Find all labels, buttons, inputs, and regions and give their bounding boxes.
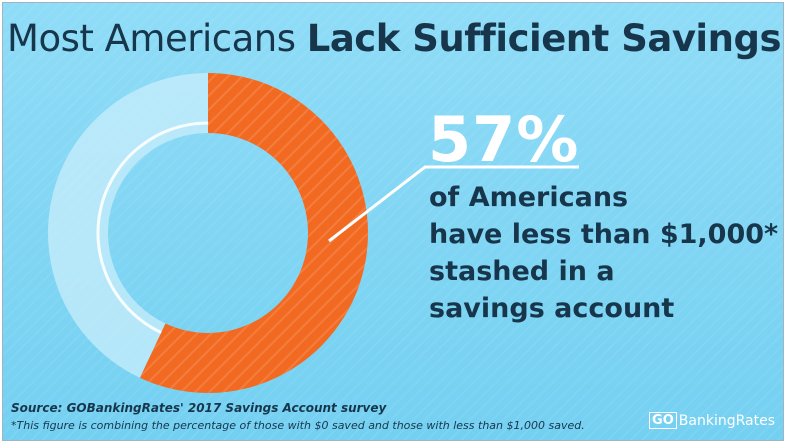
donut-slice-texture xyxy=(139,73,369,393)
footnote: *This figure is combining the percentage… xyxy=(11,419,585,432)
stat-value: 57% xyxy=(428,103,580,176)
description-line: savings account xyxy=(429,293,675,324)
donut-inner-ring xyxy=(96,121,320,345)
description-line: have less than $1,000* xyxy=(429,219,779,250)
page-title: Most Americans Lack Sufficient Savings xyxy=(3,17,783,60)
title-bold: Lack Sufficient Savings xyxy=(306,17,782,60)
callout-line xyxy=(328,165,579,243)
source-note: Source: GOBankingRates' 2017 Savings Acc… xyxy=(11,401,387,415)
description-line: stashed in a xyxy=(429,256,615,287)
donut-slice-remainder xyxy=(47,73,209,378)
donut-chart xyxy=(47,73,579,393)
title-light: Most Americans xyxy=(7,17,296,60)
brand-logo: GO BankingRates xyxy=(649,412,775,429)
brand-name: BankingRates xyxy=(678,412,775,429)
stat-description: of Americans have less than $1,000* stas… xyxy=(429,179,779,327)
brand-go: GO xyxy=(649,412,677,429)
description-line: of Americans xyxy=(429,182,629,213)
